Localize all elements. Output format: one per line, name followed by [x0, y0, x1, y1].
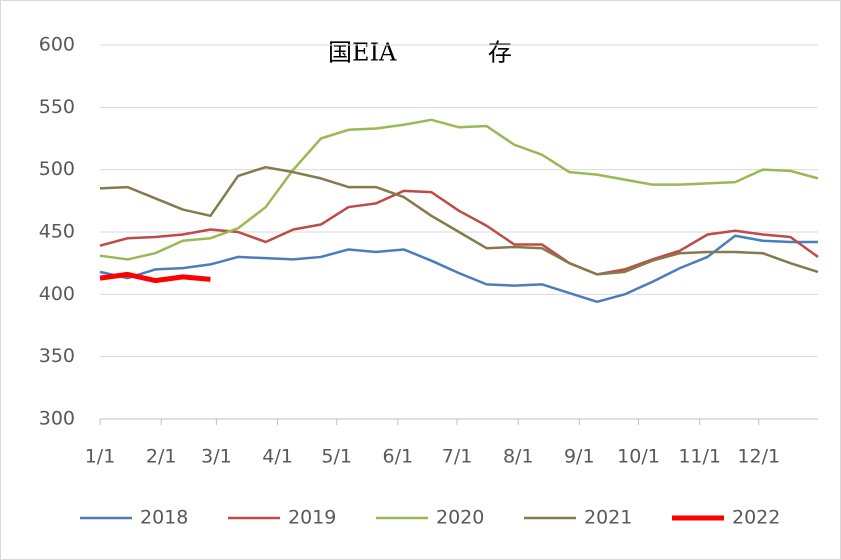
y-tick-label: 400	[39, 283, 75, 305]
legend-label: 2018	[140, 507, 188, 529]
x-tick-label: 11/1	[678, 446, 721, 468]
x-tick-label: 12/1	[737, 446, 780, 468]
legend-label: 2020	[436, 507, 484, 529]
y-tick-label: 500	[39, 158, 75, 180]
x-tick-label: 2/1	[146, 446, 177, 468]
legend-label: 2022	[732, 507, 780, 529]
series-line	[99, 165, 819, 276]
x-tick-label: 5/1	[321, 446, 352, 468]
y-tick-label: 300	[39, 408, 75, 430]
x-tick-label: 9/1	[564, 446, 595, 468]
x-tick-label: 3/1	[201, 446, 232, 468]
y-tick-label: 450	[39, 221, 75, 243]
y-tick-label: 550	[39, 96, 75, 118]
y-tick-label: 600	[39, 34, 75, 56]
x-tick-label: 6/1	[383, 446, 414, 468]
legend-label: 2021	[584, 507, 632, 529]
legend-label: 2019	[288, 507, 336, 529]
series-line	[99, 189, 819, 276]
x-tick-label: 7/1	[442, 446, 473, 468]
series-line	[99, 234, 818, 304]
x-tick-label: 10/1	[617, 446, 660, 468]
series-line	[99, 271, 211, 284]
y-tick-label: 350	[39, 345, 75, 367]
x-tick-label: 4/1	[262, 446, 293, 468]
x-tick-label: 8/1	[503, 446, 534, 468]
chart-title: 国EIA 存	[328, 39, 512, 67]
series-line	[99, 118, 819, 261]
x-tick-label: 1/1	[85, 446, 116, 468]
